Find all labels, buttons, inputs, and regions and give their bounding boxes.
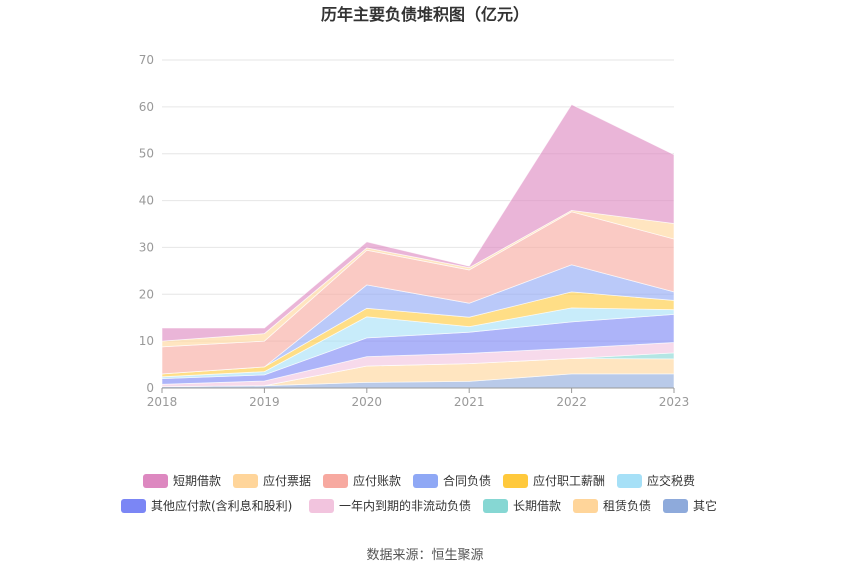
y-tick-label: 0: [146, 381, 154, 395]
legend-item[interactable]: 其它: [663, 498, 717, 513]
legend-item[interactable]: 应付账款: [323, 473, 401, 488]
x-tick-label: 2022: [556, 395, 587, 409]
legend-swatch: [323, 474, 348, 488]
legend-item[interactable]: 合同负债: [413, 473, 491, 488]
legend-item[interactable]: 短期借款: [143, 474, 221, 488]
legend-label: 合同负债: [443, 473, 491, 488]
legend-label: 应付票据: [263, 473, 311, 488]
legend-label: 应交税费: [647, 473, 695, 488]
legend-label: 其它: [693, 498, 717, 513]
legend-label: 应付账款: [353, 473, 401, 488]
legend-swatch: [121, 499, 146, 513]
legend-label: 一年内到期的非流动负债: [339, 498, 471, 513]
y-tick-label: 30: [139, 240, 154, 254]
legend-swatch: [663, 499, 688, 513]
legend-swatch: [309, 499, 334, 513]
legend-swatch: [617, 474, 642, 488]
legend-item[interactable]: 应付职工薪酬: [503, 473, 605, 488]
legend-item[interactable]: 一年内到期的非流动负债: [309, 498, 471, 513]
x-tick-label: 2023: [659, 395, 690, 409]
x-tick-label: 2020: [352, 395, 383, 409]
legend-item[interactable]: 租赁负债: [573, 499, 651, 513]
legend-swatch: [573, 499, 598, 513]
y-tick-label: 50: [139, 147, 154, 161]
area-series-group: [161, 103, 675, 389]
y-tick-label: 20: [139, 287, 154, 301]
legend-swatch: [413, 474, 438, 488]
legend-swatch: [143, 474, 168, 488]
legend-item[interactable]: 应交税费: [617, 473, 695, 488]
legend-label: 应付职工薪酬: [533, 473, 605, 488]
y-tick-label: 10: [139, 334, 154, 348]
legend-label: 短期借款: [173, 474, 221, 488]
y-tick-label: 60: [139, 100, 154, 114]
legend-item[interactable]: 应付票据: [233, 473, 311, 488]
area-series-10[interactable]: [161, 103, 675, 342]
legend-swatch: [233, 474, 258, 488]
x-tick-label: 2018: [147, 395, 178, 409]
legend-label: 其他应付款(含利息和股利): [151, 498, 292, 513]
x-tick-label: 2021: [454, 395, 485, 409]
legend-label: 租赁负债: [603, 499, 651, 513]
axis-group: 0 10 20 30 40 50 60 70 2018 2019 2020 2021 2022 2023: [139, 53, 690, 409]
legend-swatch: [483, 499, 508, 513]
y-tick-label: 40: [139, 194, 154, 208]
x-tick-label: 2019: [249, 395, 280, 409]
legend-label: 长期借款: [513, 499, 561, 513]
legend-item[interactable]: 长期借款: [483, 499, 561, 513]
legend-item[interactable]: 其他应付款(含利息和股利): [121, 498, 292, 513]
data-source-note: 数据来源：恒生聚源: [366, 548, 483, 563]
y-tick-label: 70: [139, 53, 154, 67]
legend-swatch: [503, 474, 528, 488]
grid-lines: [162, 59, 674, 342]
chart-title: 历年主要负债堆积图（亿元）: [321, 5, 529, 24]
